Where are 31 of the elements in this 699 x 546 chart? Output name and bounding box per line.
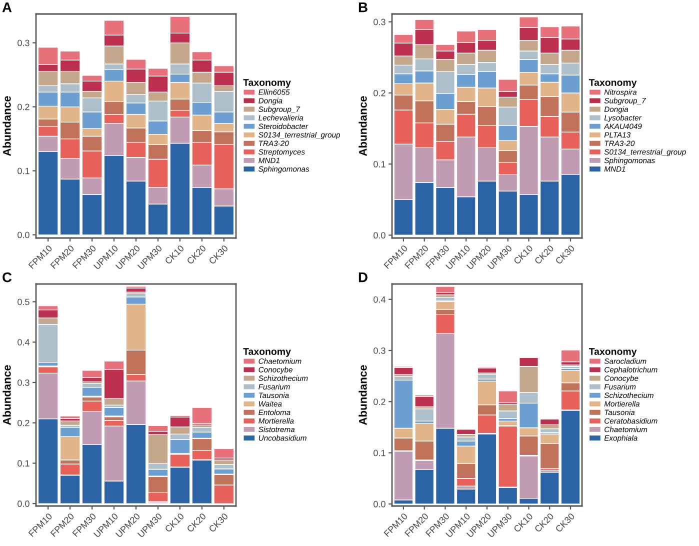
y-tick-label: 0.3	[18, 379, 30, 386]
y-tick-label: 0.2	[374, 398, 386, 406]
y-tick-label: 0.4	[374, 296, 386, 303]
y-axis-title: Abundance	[2, 365, 11, 425]
y-tick-label: 0.1	[374, 161, 386, 168]
y-tick-label: 0.3	[18, 40, 30, 46]
y-tick-label: 0.2	[374, 90, 386, 96]
y-tick-label: 0.1	[18, 460, 30, 467]
y-tick-label: 0.3	[374, 18, 386, 26]
chart-title: A	[2, 2, 12, 12]
chart-title: C	[2, 272, 12, 282]
y-tick-label: 0.4	[18, 339, 30, 346]
y-tick-label: 0.5	[18, 298, 30, 306]
y-tick-label: 0.0	[18, 500, 30, 507]
legend-title: Taxonomy	[243, 348, 291, 357]
y-axis-title: Abundance	[358, 96, 367, 156]
y-tick-label: 0.1	[18, 168, 30, 174]
y-axis-title: Abundance	[2, 96, 11, 156]
legend-title: Taxonomy	[243, 79, 291, 88]
y-tick-label: 0.2	[18, 420, 30, 426]
y-tick-label: 0.0	[374, 232, 386, 239]
legend-title: Taxonomy	[588, 79, 637, 88]
y-tick-label: 0.1	[374, 450, 386, 456]
chart-title: D	[358, 272, 368, 282]
y-tick-label: 0.0	[374, 500, 386, 508]
y-axis-title: Abundance	[358, 365, 367, 425]
y-tick-label: 0.2	[18, 104, 30, 110]
y-tick-label: 0.3	[374, 347, 386, 354]
chart-title: B	[358, 2, 368, 12]
y-tick-label: 0.0	[18, 232, 30, 238]
legend-title: Taxonomy	[588, 348, 637, 357]
